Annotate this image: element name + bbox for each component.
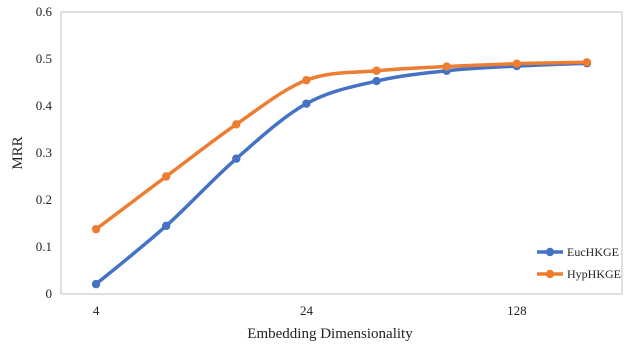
data-point-euchkge (302, 99, 311, 108)
data-point-hyphkge (442, 62, 451, 71)
y-tick-label: 0 (46, 286, 53, 301)
data-point-hyphkge (302, 75, 311, 85)
data-point-euchkge (91, 279, 101, 289)
x-tick-label: 4 (93, 303, 100, 318)
legend: EucHKGE HypHKGE (537, 245, 621, 281)
legend-label-hyphkge: HypHKGE (567, 267, 621, 281)
series-layer (91, 58, 592, 289)
data-point-hyphkge (161, 172, 171, 181)
y-tick-labels: 0 0.1 0.2 0.3 0.4 0.5 0.6 (36, 4, 53, 301)
data-point-hyphkge (91, 224, 101, 234)
legend-label-euchkge: EucHKGE (567, 245, 619, 259)
series-line-hyphkge (94, 60, 589, 231)
x-tick-label: 24 (300, 303, 314, 318)
y-tick-label: 0.2 (36, 192, 52, 207)
data-point-hyphkge (582, 58, 592, 67)
y-tick-label: 0.1 (36, 239, 52, 254)
x-axis-title: Embedding Dimensionality (247, 326, 413, 342)
data-point-euchkge (372, 76, 381, 86)
y-tick-label: 0.3 (36, 145, 52, 160)
y-tick-label: 0.4 (36, 98, 53, 113)
data-point-hyphkge (512, 59, 522, 68)
x-tick-label: 128 (507, 303, 527, 318)
legend-swatch-marker-hyphkge (545, 269, 555, 279)
data-point-euchkge (161, 221, 171, 231)
data-point-hyphkge (232, 120, 241, 129)
legend-swatch-marker-euchkge (545, 247, 555, 257)
data-point-euchkge (232, 154, 241, 163)
plot-frame (60, 11, 623, 295)
y-axis-title: MRR (10, 136, 26, 169)
y-tick-label: 0.5 (36, 51, 52, 66)
y-tick-label: 0.6 (36, 4, 53, 19)
data-point-hyphkge (372, 66, 381, 75)
x-tick-labels: 4 24 128 (93, 303, 527, 318)
